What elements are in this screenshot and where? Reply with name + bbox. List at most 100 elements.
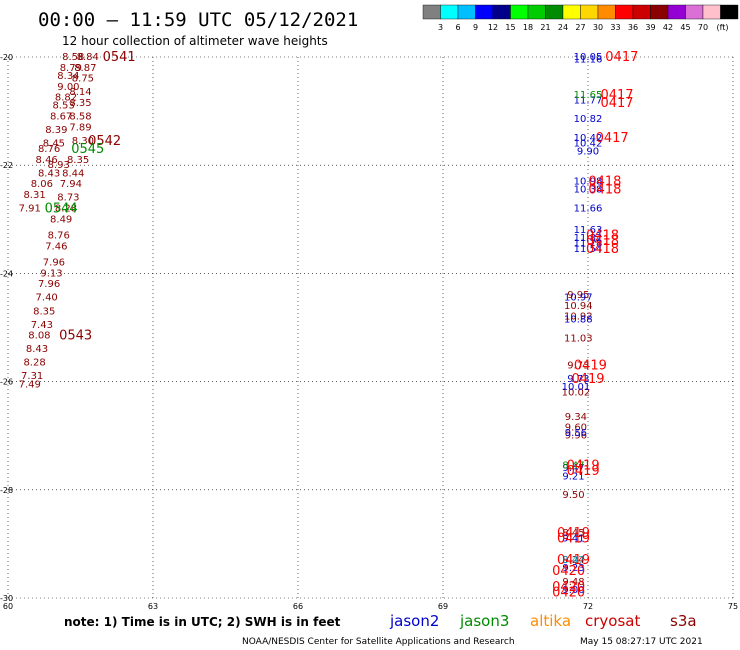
data-point: 9.00 — [57, 82, 79, 93]
data-point: 7.31 — [21, 371, 43, 382]
data-point: 9.60 — [565, 423, 587, 434]
colorbar-label: 70 — [698, 23, 708, 32]
time-label: 0542 — [88, 134, 121, 149]
time-label: 0544 — [45, 201, 78, 216]
colorbar-label: 6 — [455, 23, 460, 32]
time-label: 0419 — [571, 372, 604, 387]
data-point: 8.44 — [62, 168, 84, 179]
y-tick-label: -28 — [0, 486, 13, 495]
colorbar-swatch — [650, 4, 669, 20]
colorbar-swatch — [597, 4, 616, 20]
data-point: 8.28 — [23, 358, 45, 369]
y-tick-label: -24 — [0, 269, 13, 278]
x-tick-label: 63 — [148, 602, 158, 611]
data-point: 9.47 — [562, 463, 584, 474]
colorbar-label: 30 — [593, 23, 603, 32]
colorbar-label: 12 — [488, 23, 498, 32]
time-label: 0418 — [586, 242, 619, 257]
data-point: 7.46 — [45, 241, 67, 252]
data-point: 7.49 — [19, 379, 41, 390]
data-point: 10.05 — [574, 52, 603, 63]
data-point: 8.31 — [23, 190, 45, 201]
y-tick-label: -26 — [0, 378, 13, 387]
time-label: 0543 — [59, 329, 92, 344]
colorbar-label: 18 — [523, 23, 533, 32]
colorbar-label: 36 — [628, 23, 638, 32]
plot-area: 60 63 66 69 72 75-20-22-24-26-28-308.468.768.… — [0, 50, 738, 611]
data-point: 10.42 — [574, 133, 603, 144]
colorbar-label: 15 — [505, 23, 515, 32]
data-point: 10.42 — [574, 139, 603, 150]
data-point: 7.96 — [43, 258, 65, 269]
time-label: 0418 — [586, 229, 619, 244]
colorbar-label: 21 — [540, 23, 550, 32]
data-point: 8.53 — [52, 101, 74, 112]
data-point: 8.49 — [50, 214, 72, 225]
colorbar-swatch — [475, 4, 494, 20]
time-label: 0417 — [596, 131, 629, 146]
data-point: 7.91 — [19, 203, 41, 214]
data-point: 8.67 — [50, 112, 72, 123]
generated-timestamp: May 15 08:27:17 UTC 2021 — [580, 637, 703, 647]
data-point: 7.43 — [31, 320, 53, 331]
data-point: 8.73 — [57, 193, 79, 204]
x-tick-label: 72 — [583, 602, 593, 611]
time-label: 0418 — [588, 174, 621, 189]
time-label: 0417 — [605, 50, 638, 65]
data-point: 7.89 — [69, 122, 91, 133]
y-tick-label: -20 — [0, 53, 13, 62]
data-point: 8.75 — [72, 74, 94, 85]
data-point: 9.23 — [562, 563, 584, 574]
data-point: 10.01 — [562, 382, 591, 393]
data-point: 8.14 — [69, 87, 91, 98]
credit-text: NOAA/NESDIS Center for Satellite Applica… — [242, 637, 515, 647]
time-label: 0419 — [557, 553, 590, 568]
colorbar-swatch — [492, 4, 511, 20]
colorbar-label: 39 — [645, 23, 655, 32]
colorbar-swatch — [422, 4, 441, 20]
data-point: 8.84 — [77, 52, 99, 63]
data-point: 9.41 — [562, 533, 584, 544]
colorbar-swatch — [510, 4, 529, 20]
colorbar-swatch — [562, 4, 581, 20]
data-point: 8.43 — [26, 344, 48, 355]
time-label: 0545 — [71, 142, 104, 157]
data-point: 9.96 — [565, 431, 587, 442]
data-point: 8.39 — [45, 125, 67, 136]
colorbar-swatch — [457, 4, 476, 20]
data-point: 8.79 — [60, 63, 82, 74]
x-tick-label: 60 — [3, 602, 13, 611]
legend-entry: altika — [530, 612, 571, 630]
data-point: 7.40 — [36, 293, 58, 304]
colorbar-label: 45 — [680, 23, 690, 32]
data-point: 8.34 — [57, 71, 79, 82]
x-tick-label: 75 — [728, 602, 738, 611]
colorbar-swatch — [545, 4, 564, 20]
data-point: 8.47 — [562, 555, 584, 566]
time-label: 0420 — [552, 564, 585, 579]
colorbar-swatch — [632, 4, 651, 20]
data-point: 10.02 — [562, 387, 591, 398]
time-label: 0419 — [557, 531, 590, 546]
y-tick-label: -22 — [0, 161, 13, 170]
colorbar-label: 42 — [663, 23, 673, 32]
data-point: 11.66 — [574, 203, 603, 214]
data-point: 10.94 — [564, 301, 593, 312]
data-point: 9.56 — [565, 428, 587, 439]
colorbar-swatch — [702, 4, 721, 20]
data-point: 8.58 — [69, 112, 91, 123]
colorbar-swatch — [615, 4, 634, 20]
data-point: 9.48 — [562, 577, 584, 588]
data-point: 8.45 — [562, 528, 584, 539]
data-point: 11.78 — [574, 239, 603, 250]
data-point: 8.93 — [48, 160, 70, 171]
footer: note: 1) Time is in UTC; 2) SWH is in fe… — [64, 612, 703, 647]
time-label: 0420 — [552, 580, 585, 595]
chart-subtitle: 12 hour collection of altimeter wave hei… — [62, 34, 328, 48]
data-point: 9.73 — [567, 374, 589, 385]
data-point: 8.06 — [31, 179, 53, 190]
data-point: 9.34 — [565, 412, 587, 423]
time-label: 0417 — [600, 96, 633, 111]
